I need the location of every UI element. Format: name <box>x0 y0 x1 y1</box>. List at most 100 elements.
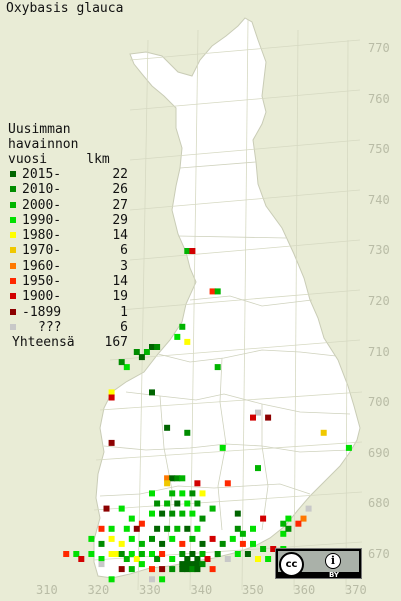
observation-square <box>138 551 145 557</box>
observation-square <box>194 480 201 487</box>
observation-square <box>184 561 191 568</box>
observation-square <box>244 551 251 557</box>
observation-square <box>138 354 145 361</box>
legend-row: 1960- 3 <box>8 259 128 274</box>
observation-square <box>169 535 176 542</box>
legend-swatch-icon <box>10 308 16 315</box>
legend-swatch-icon <box>10 201 16 208</box>
legend-swatch-icon <box>10 232 16 239</box>
observation-square <box>280 520 287 527</box>
observation-square <box>209 535 216 542</box>
cc-icon: cc <box>279 552 304 577</box>
observation-square <box>98 525 105 532</box>
observation-square <box>184 248 191 254</box>
observation-square <box>184 556 191 562</box>
observation-square <box>209 505 216 512</box>
legend-row: -1899 1 <box>8 305 128 320</box>
observation-square <box>209 566 216 573</box>
observation-square <box>224 480 231 487</box>
observation-square <box>255 465 261 472</box>
observation-square <box>138 540 145 547</box>
observation-square <box>128 535 135 542</box>
observation-square <box>123 364 130 371</box>
observation-square <box>154 344 161 350</box>
observation-square <box>123 525 130 532</box>
observation-square <box>108 525 115 532</box>
observation-square <box>108 535 115 542</box>
observation-square <box>133 349 140 355</box>
observation-square <box>189 535 196 542</box>
observation-square <box>265 556 272 562</box>
y-tick-label: 740 <box>368 192 390 207</box>
observation-square <box>219 444 226 451</box>
observation-square <box>78 556 85 562</box>
observation-square <box>194 500 201 507</box>
legend-row-count: 1 <box>120 304 128 320</box>
observation-square <box>159 510 166 517</box>
observation-square <box>149 389 155 396</box>
observation-square <box>234 510 241 517</box>
observation-square <box>179 540 186 547</box>
y-tick-label: 750 <box>368 142 390 157</box>
legend-heading-3: vuosi lkm <box>8 152 110 167</box>
legend-row-count: 29 <box>112 212 128 228</box>
observation-square <box>159 551 166 557</box>
observation-square <box>199 540 206 547</box>
license-by-label: BY <box>328 571 340 579</box>
legend-row-label: 1950- <box>22 274 62 290</box>
observation-square <box>209 288 216 295</box>
legend-row: 1900- 19 <box>8 289 128 305</box>
observation-square <box>118 359 125 366</box>
legend-row-count: 26 <box>112 182 128 198</box>
observation-square <box>255 556 261 562</box>
observation-square <box>300 515 307 522</box>
y-tick-label: 710 <box>368 344 390 359</box>
legend-row-count: 3 <box>120 258 128 274</box>
observation-square <box>108 551 115 557</box>
y-tick-label: 730 <box>368 243 390 258</box>
legend-total: Yhteensä 167 <box>8 335 128 351</box>
observation-square <box>128 566 135 573</box>
legend-swatch-icon <box>10 171 16 177</box>
y-tick-label: 770 <box>368 41 390 55</box>
observation-square <box>179 551 186 557</box>
observation-square <box>194 561 201 568</box>
observation-square <box>169 510 176 517</box>
observation-square <box>189 490 196 497</box>
legend-row-count: 27 <box>112 197 128 213</box>
legend-swatch-icon <box>10 247 16 254</box>
cc-by-license-badge[interactable]: cc i BY <box>275 548 362 579</box>
observation-square <box>250 525 256 532</box>
observation-square <box>189 551 196 557</box>
observation-square <box>179 566 186 573</box>
y-tick-label: 720 <box>368 294 390 308</box>
observation-square <box>174 475 181 482</box>
observation-square <box>108 394 115 401</box>
observation-square <box>239 530 246 537</box>
observation-square <box>88 551 95 557</box>
legend-row-label: ??? <box>38 319 62 335</box>
observation-square <box>194 525 201 532</box>
legend-row-label: 1980- <box>22 228 62 244</box>
x-tick-label: 310 <box>36 583 58 597</box>
observation-square <box>63 551 70 557</box>
observation-square <box>189 248 196 254</box>
legend-row-label: 1900- <box>22 289 62 305</box>
legend-total-count: 167 <box>104 335 128 351</box>
legend-swatch-icon <box>10 186 16 193</box>
legend-row: 2000- 27 <box>8 198 128 213</box>
observation-square <box>194 556 201 562</box>
observation-square <box>270 546 277 552</box>
observation-square <box>128 551 135 557</box>
observation-square <box>128 515 135 522</box>
observation-square <box>199 551 206 557</box>
observation-square <box>229 535 236 542</box>
observation-square <box>234 525 241 532</box>
legend-row: 1990- 29 <box>8 213 128 228</box>
x-tick-label: 330 <box>139 583 161 597</box>
observation-square <box>234 551 241 557</box>
legend-total-label: Yhteensä <box>12 335 75 351</box>
coordinate-grid <box>93 19 363 591</box>
legend-row: 1950- 14 <box>8 274 128 290</box>
observation-square <box>179 510 186 517</box>
